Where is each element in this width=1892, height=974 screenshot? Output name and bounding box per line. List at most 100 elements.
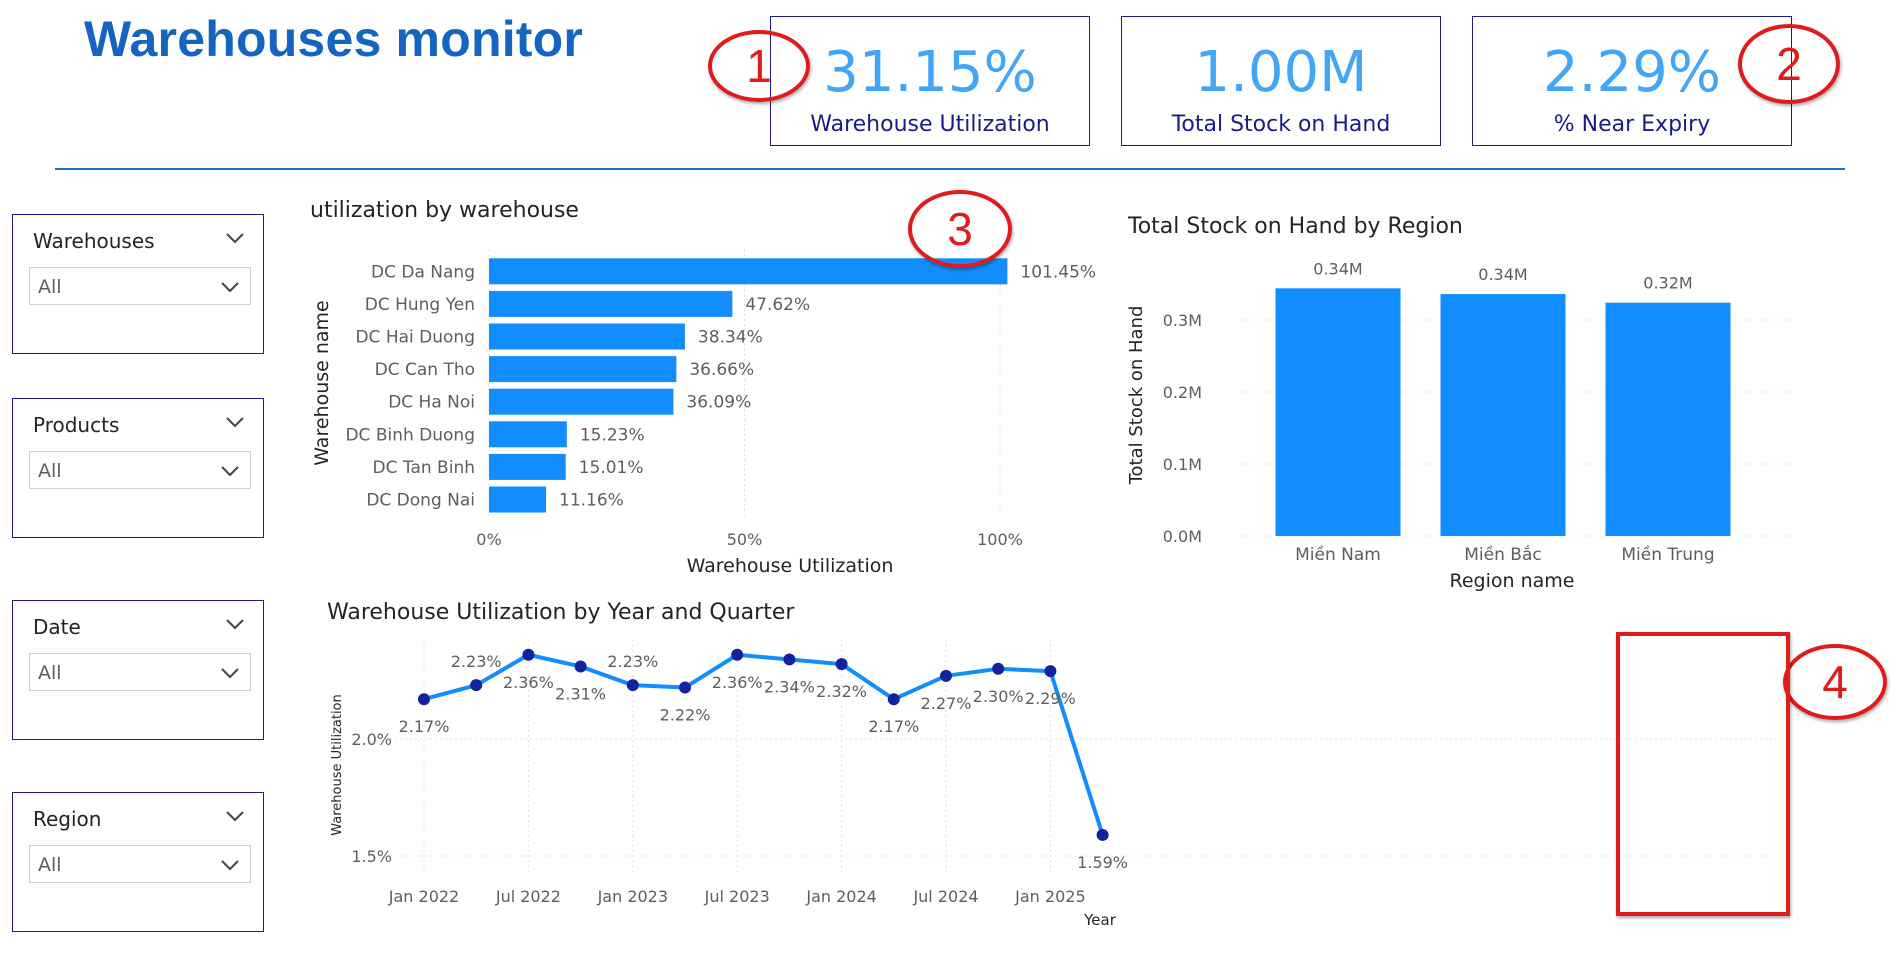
slicer-products: Products All	[12, 398, 264, 538]
region-chart-title: Total Stock on Hand by Region	[1128, 214, 1463, 239]
data-point	[940, 669, 952, 682]
bar	[489, 258, 1008, 285]
y-tick-label: 0.2M	[1163, 383, 1202, 402]
data-label: 2.32%	[816, 682, 867, 701]
data-label: 15.23%	[580, 425, 645, 445]
slicer-warehouses: Warehouses All	[12, 214, 264, 354]
warehouses-dropdown[interactable]: All	[29, 267, 251, 305]
data-label: 15.01%	[579, 458, 644, 478]
bar	[1275, 288, 1401, 536]
category-label: Miền Bắc	[1464, 544, 1541, 565]
bar	[489, 486, 547, 513]
kpi-label: Total Stock on Hand	[1171, 112, 1391, 137]
data-label: 1.59%	[1077, 853, 1128, 872]
chevron-down-icon	[221, 860, 239, 871]
data-label: 2.29%	[1025, 689, 1076, 708]
y-tick-label: 0.3M	[1163, 311, 1202, 330]
data-label: 2.36%	[712, 673, 763, 692]
kpi-card-warehouse-utilization[interactable]: 31.15% Warehouse Utilization	[770, 16, 1090, 146]
data-label: 2.23%	[451, 652, 502, 671]
data-label: 2.34%	[764, 677, 815, 696]
data-label: 2.23%	[607, 652, 658, 671]
y-axis-title: Total Stock on Hand	[1126, 306, 1147, 486]
category-label: DC Tan Binh	[373, 458, 475, 478]
stock-by-region-bar-chart[interactable]: 0.0M 0.1M 0.2M 0.3M 0.34M Miền Nam 0.34M Miền B…	[1120, 250, 1820, 600]
data-label: 2.17%	[868, 717, 919, 736]
y-tick-label: 2.0%	[351, 730, 392, 749]
category-label: Miền Trung	[1621, 544, 1714, 565]
y-tick-label: 0.1M	[1163, 455, 1202, 474]
y-tick-label: 1.5%	[351, 847, 392, 866]
chevron-down-icon[interactable]	[225, 415, 245, 429]
data-label: 2.17%	[399, 717, 450, 736]
chevron-down-icon	[221, 282, 239, 293]
x-tick-label: Jan 2023	[597, 887, 668, 906]
chevron-down-icon	[221, 466, 239, 477]
annotation-highlight-box	[1616, 632, 1790, 916]
utilization-line-chart[interactable]: 1.5% 2.0% Jan 2022 Jul 2022 Jan 2023 Jul 2023…	[320, 630, 1790, 930]
category-label: DC Hai Duong	[355, 328, 475, 348]
data-label: 2.27%	[921, 694, 972, 713]
x-tick-label: Jan 2024	[805, 887, 876, 906]
chevron-down-icon	[221, 668, 239, 679]
data-point	[992, 662, 1005, 675]
data-label: 0.34M	[1313, 259, 1362, 278]
data-label: 36.09%	[686, 393, 751, 413]
products-dropdown[interactable]: All	[29, 451, 251, 489]
slicer-title: Products	[33, 413, 120, 437]
bar	[489, 356, 677, 383]
date-dropdown[interactable]: All	[29, 653, 251, 691]
x-axis-title: Year	[1083, 911, 1117, 929]
y-tick-label: 0.0M	[1163, 527, 1202, 546]
kpi-label: Warehouse Utilization	[810, 112, 1050, 137]
kpi-card-near-expiry[interactable]: 2.29% % Near Expiry	[1472, 16, 1792, 146]
data-label: 36.66%	[689, 360, 754, 380]
slicer-title: Warehouses	[33, 229, 155, 253]
data-point	[626, 679, 639, 692]
x-tick-label: Jul 2022	[495, 887, 561, 906]
dropdown-value: All	[38, 276, 62, 298]
data-point	[1096, 828, 1109, 841]
category-label: DC Binh Duong	[345, 425, 475, 445]
data-label: 11.16%	[559, 491, 624, 511]
series-line	[423, 652, 1105, 836]
x-axis-title: Region name	[1450, 570, 1575, 592]
chevron-down-icon[interactable]	[225, 617, 245, 631]
warehouse-chart-title: utilization by warehouse	[310, 198, 579, 223]
bar	[489, 323, 685, 350]
x-tick-label: 0%	[476, 530, 501, 549]
line-chart-title: Warehouse Utilization by Year and Quarte…	[327, 600, 795, 625]
slicer-title: Region	[33, 807, 102, 831]
x-tick-label: Jul 2023	[704, 887, 770, 906]
x-axis-title: Warehouse Utilization	[687, 555, 894, 577]
chevron-down-icon[interactable]	[225, 809, 245, 823]
data-label: 47.62%	[745, 295, 810, 315]
chevron-down-icon[interactable]	[225, 231, 245, 245]
y-axis-title: Warehouse name	[311, 300, 333, 466]
dropdown-value: All	[38, 460, 62, 482]
category-label: DC Ha Noi	[388, 393, 475, 413]
warehouse-utilization-bar-chart[interactable]: 0% 50% 100% DC Da Nang 101.45% DC Hung Yen 47.…	[300, 235, 1100, 585]
region-dropdown[interactable]: All	[29, 845, 251, 883]
y-axis-title: Warehouse Utilization	[330, 694, 345, 836]
data-point	[731, 648, 744, 661]
data-label: 0.32M	[1643, 274, 1692, 293]
data-point	[418, 693, 430, 706]
x-tick-label: 50%	[727, 530, 763, 549]
x-tick-label: Jan 2022	[388, 887, 459, 906]
data-point	[835, 658, 848, 671]
bar	[489, 388, 674, 415]
kpi-label: % Near Expiry	[1553, 112, 1711, 137]
annotation-1: 1	[708, 30, 810, 102]
dropdown-value: All	[38, 854, 62, 876]
data-label: 0.34M	[1478, 265, 1527, 284]
kpi-value: 2.29%	[1543, 40, 1721, 105]
data-label: 101.45%	[1020, 262, 1096, 282]
bar	[489, 453, 566, 480]
data-point	[522, 648, 535, 661]
kpi-value: 31.15%	[823, 40, 1037, 105]
bar	[489, 421, 567, 448]
kpi-card-total-stock[interactable]: 1.00M Total Stock on Hand	[1121, 16, 1441, 146]
data-label: 38.34%	[698, 328, 763, 348]
annotation-3: 3	[908, 190, 1012, 268]
